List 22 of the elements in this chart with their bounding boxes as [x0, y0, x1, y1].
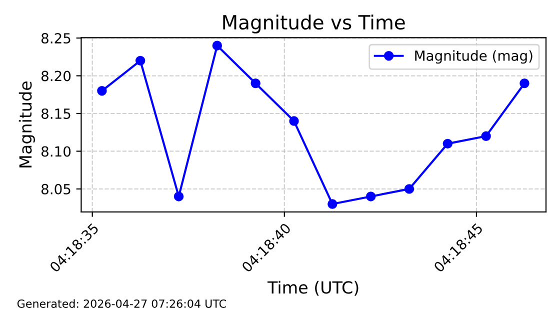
point: [250, 78, 260, 88]
point: [481, 131, 491, 141]
point: [404, 184, 414, 194]
point: [520, 78, 530, 88]
point: [97, 86, 107, 96]
y-tick-label: 8.15: [41, 108, 70, 119]
y-tick-label: 8.25: [41, 33, 70, 44]
legend-label: Magnitude (mag): [415, 50, 532, 64]
x-axis-title: Time (UTC): [267, 280, 358, 296]
point: [135, 56, 146, 66]
y-tick-label: 8.05: [41, 184, 70, 194]
chart-title: Magnitude vs Time: [223, 14, 405, 34]
y-tick-label: 8.10: [41, 146, 71, 157]
text: Generated: 2026-04-27 07:26:04 UTC: [17, 299, 226, 308]
point: [289, 116, 299, 126]
y-tick-label: 8.20: [41, 70, 71, 82]
point: [212, 40, 222, 50]
point: [442, 138, 453, 149]
point: [328, 199, 338, 209]
y-axis-title: Magnitude: [18, 82, 35, 168]
point: [174, 192, 184, 202]
point: [366, 192, 376, 202]
